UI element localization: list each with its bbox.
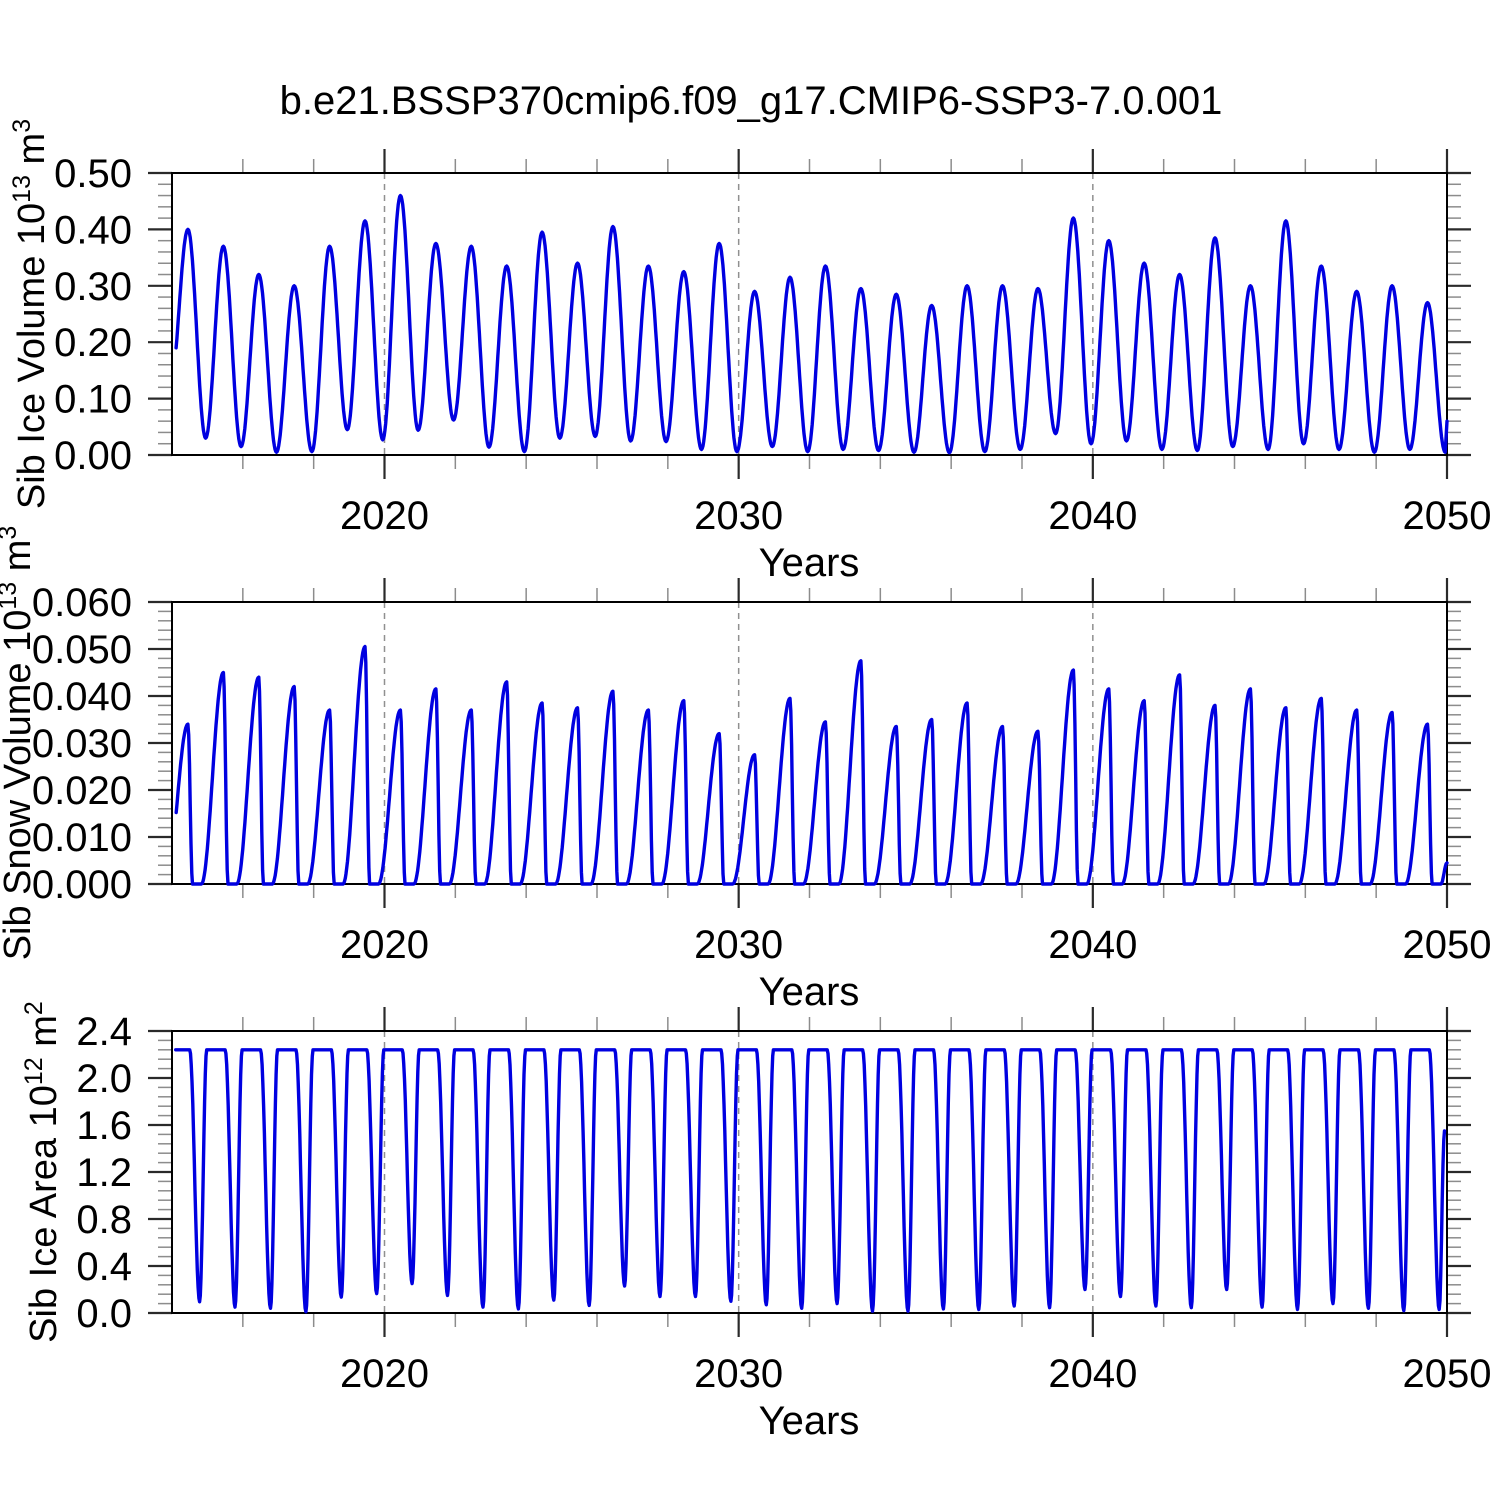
x-tick-label-2040: 2040 [1048, 1352, 1137, 1396]
panel3-x-axis-title: Years [759, 1399, 860, 1443]
y-tick-label-0.000: 0.000 [32, 863, 132, 907]
y-tick-label-0.40: 0.40 [54, 208, 132, 252]
x-tick-label-2030: 2030 [694, 494, 783, 538]
plot-frame [171, 601, 1448, 885]
y-tick-label-0.030: 0.030 [32, 722, 132, 766]
sib-snow-volume-line [174, 644, 1449, 886]
x-tick-label-2020: 2020 [340, 494, 429, 538]
panel1-x-axis-title: Years [759, 541, 860, 585]
panels-group: 2020 2030 2040 2050 0.00 0.10 0.20 0.30 0.40 0.50… [0, 119, 1491, 1396]
x-tick-label-2050: 2050 [1403, 1352, 1492, 1396]
y-tick-label-1.2: 1.2 [76, 1151, 132, 1195]
x-tick-label-2050: 2050 [1403, 923, 1492, 967]
x-tick-label-2050: 2050 [1403, 494, 1492, 538]
x-tick-label-2020: 2020 [340, 1352, 429, 1396]
panel2-y-axis-title: Sib Snow Volume 1013 m3 [0, 526, 39, 961]
y-tick-label-0.10: 0.10 [54, 378, 132, 422]
x-tick-label-2040: 2040 [1048, 494, 1137, 538]
y-tick-label-0.050: 0.050 [32, 628, 132, 672]
panel2-x-axis-title: Years [759, 970, 860, 1014]
x-tick-label-2020: 2020 [340, 923, 429, 967]
panel-sib-ice-area: 2020 2030 2040 2050 0.00.40.81.21.62.02.4Sib… [20, 1001, 1491, 1396]
panel1-y-axis-title: Sib Ice Volume 1013 m3 [8, 119, 53, 509]
y-tick-label-0.8: 0.8 [76, 1198, 132, 1242]
panel3-y-axis-title: Sib Ice Area 1012 m2 [20, 1001, 65, 1343]
y-tick-label-0.020: 0.020 [32, 769, 132, 813]
y-tick-label-0.20: 0.20 [54, 321, 132, 365]
y-tick-label-0.4: 0.4 [76, 1245, 132, 1289]
panel-sib-ice-volume: 2020 2030 2040 2050 0.00 0.10 0.20 0.30 0.40 0.50… [8, 119, 1491, 538]
y-tick-label-0.040: 0.040 [32, 675, 132, 719]
y-tick-label-0.30: 0.30 [54, 265, 132, 309]
x-tick-label-2030: 2030 [694, 923, 783, 967]
sib-ice-volume-line [174, 193, 1449, 455]
x-tick-label-2030: 2030 [694, 1352, 783, 1396]
x-tick-label-2040: 2040 [1048, 923, 1137, 967]
sib-ice-area-line [173, 1048, 1447, 1314]
panel-sib-snow-volume: 2020 2030 2040 2050 0.0000.0100.0200.0300.04… [0, 526, 1491, 967]
y-tick-label-2.0: 2.0 [76, 1057, 132, 1101]
y-tick-label-2.4: 2.4 [76, 1010, 132, 1054]
plot-frame [171, 172, 1448, 456]
y-tick-label-0.010: 0.010 [32, 816, 132, 860]
y-tick-label-0.00: 0.00 [54, 434, 132, 478]
y-tick-label-0.50: 0.50 [54, 152, 132, 196]
y-tick-label-1.6: 1.6 [76, 1104, 132, 1148]
plot-frame [171, 1030, 1448, 1314]
y-tick-label-0.0: 0.0 [76, 1292, 132, 1336]
figure-title: b.e21.BSSP370cmip6.f09_g17.CMIP6-SSP3-7.… [280, 79, 1223, 123]
y-tick-label-0.060: 0.060 [32, 581, 132, 625]
